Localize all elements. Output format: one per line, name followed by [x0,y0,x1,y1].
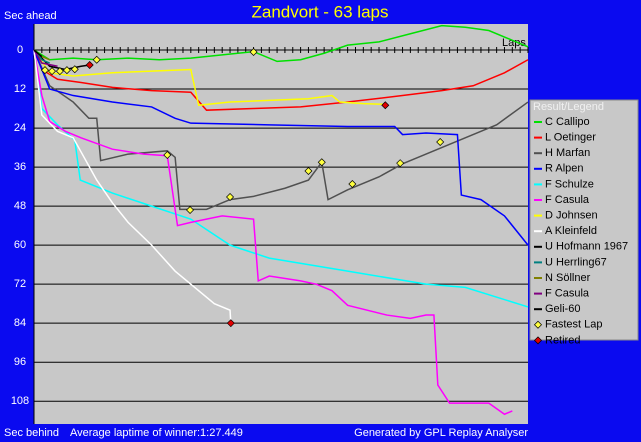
legend-label: L Oetinger [545,132,596,144]
chart-title: Zandvort - 63 laps [251,2,388,21]
fastest-lap-marker [317,158,326,167]
fastest-lap-marker [163,151,172,160]
footer-left: Average laptime of winner:1:27.449 [70,427,243,439]
series-line [33,49,232,324]
series-line [33,49,529,211]
retired-marker [85,60,94,69]
fastest-lap-marker [48,67,57,76]
legend-label: R Alpen [545,163,584,175]
series-line [33,49,529,246]
legend-label: D Johnsen [545,210,598,222]
y-label-top: Sec ahead [4,10,57,22]
series-line [33,49,58,68]
legend-label: F Casula [545,194,590,206]
fastest-lap-marker [92,55,101,64]
y-tick-label: 12 [14,83,26,95]
legend-label: F Casula [545,288,590,300]
legend-label: H Marfan [545,147,590,159]
y-tick-label: 24 [14,122,26,134]
series-line [33,49,529,111]
legend-marker [534,336,542,345]
fastest-lap-marker [396,159,405,168]
retired-marker [226,319,235,328]
fastest-lap-marker [40,66,49,75]
fastest-lap-marker [304,166,313,175]
fastest-lap-marker [249,47,258,56]
legend-label: A Kleinfeld [545,225,597,237]
fastest-lap-marker [186,206,195,215]
y-tick-label: 84 [14,317,26,329]
legend-label: N Söllner [545,272,591,284]
y-tick-label: 0 [17,44,23,56]
legend-title: Result/Legend [533,101,604,113]
y-tick-label: 60 [14,239,26,251]
fastest-lap-marker [62,66,71,75]
legend-label: F Schulze [545,178,594,190]
y-tick-label: 72 [14,278,26,290]
legend-label: Retired [545,334,580,346]
y-tick-label: 36 [14,161,26,173]
legend-label: Fastest Lap [545,319,602,331]
fastest-lap-marker [226,193,235,202]
plot-area [34,24,528,424]
fastest-lap-marker [348,180,357,188]
y-tick-label: 48 [14,200,26,212]
series-line [33,49,43,58]
legend-label: Geli-60 [545,303,580,315]
y-label-bottom: Sec behind [4,427,59,439]
retired-marker [381,101,390,110]
legend-marker [534,320,542,329]
series-line [33,24,529,63]
legend-label: U Herrling67 [545,256,607,268]
fastest-lap-marker [436,138,445,147]
series-line [33,49,513,416]
y-tick-label: 108 [11,395,29,407]
fastest-lap-marker [55,67,64,76]
legend [529,99,639,341]
legend-label: U Hofmann 1967 [545,241,628,253]
y-tick-label: 96 [14,356,26,368]
legend-label: C Callipo [545,116,590,128]
x-label: Laps [502,37,526,49]
fastest-lap-marker [70,65,79,74]
footer-right: Generated by GPL Replay Analyser [354,427,528,439]
series-line [33,49,387,107]
